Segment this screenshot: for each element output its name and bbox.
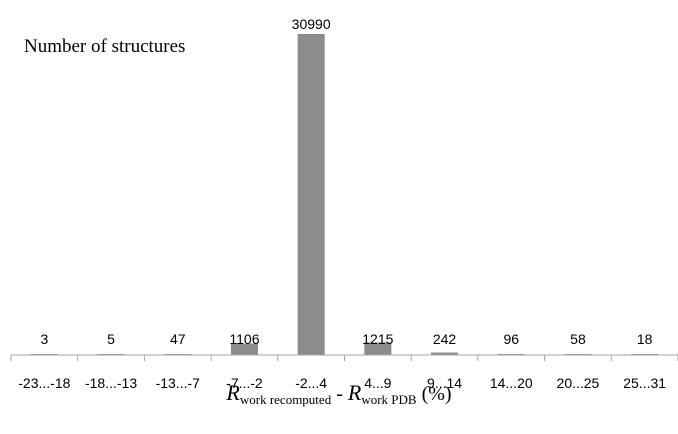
- x-axis-label: Rwork recomputed - Rwork PDB (%): [0, 380, 678, 407]
- bar-4...9: [364, 342, 392, 355]
- x-axis-label-subscript-1: work recomputed: [239, 392, 332, 407]
- data-labels-group: 3 5 47 1106 30990 1215 242 96 58 18: [40, 16, 652, 347]
- x-axis-label-separator: -: [331, 383, 348, 405]
- data-label-14...20: 96: [503, 331, 519, 347]
- x-tick-label-20...25: 20...25: [557, 375, 600, 391]
- x-tick-label--2...4: -2...4: [295, 375, 327, 391]
- x-tick-label--13...-7: -13...-7: [156, 375, 201, 391]
- x-tick-labels-group: -23...-18 -18...-13 -13...-7 -7...-2 -2...4 4…: [18, 375, 666, 391]
- data-label--2...4: 30990: [292, 16, 331, 32]
- x-tick-label-4...9: 4...9: [364, 375, 391, 391]
- x-tick-label--23...-18: -23...-18: [18, 375, 70, 391]
- x-tick-label--18...-13: -18...-13: [85, 375, 137, 391]
- data-label--23...-18: 3: [40, 331, 48, 347]
- data-label--18...-13: 5: [107, 331, 115, 347]
- x-tick-label-9...14: 9...14: [427, 375, 462, 391]
- y-axis-label: Number of structures: [24, 36, 185, 57]
- x-axis-label-subscript-2: work PDB: [361, 392, 417, 407]
- x-tick-label--7...-2: -7...-2: [226, 375, 263, 391]
- data-label-20...25: 58: [570, 331, 586, 347]
- x-tick-label-25...31: 25...31: [623, 375, 666, 391]
- bars-group: [30, 34, 659, 355]
- x-axis-label-symbol-1: R: [226, 380, 240, 405]
- x-axis-label-symbol-2: R: [347, 380, 362, 405]
- data-label--13...-7: 47: [170, 331, 186, 347]
- x-tick-label-14...20: 14...20: [490, 375, 533, 391]
- data-label-9...14: 242: [433, 331, 457, 347]
- x-axis-label-unit: (%): [416, 383, 452, 405]
- bar--7...-2: [230, 343, 258, 355]
- data-label-4...9: 1215: [362, 331, 393, 347]
- data-label--7...-2: 1106: [229, 331, 259, 347]
- bar-9...14: [431, 352, 459, 355]
- x-ticks-group: [10, 355, 678, 361]
- bar--2...4: [297, 34, 325, 355]
- data-label-25...31: 18: [637, 331, 653, 347]
